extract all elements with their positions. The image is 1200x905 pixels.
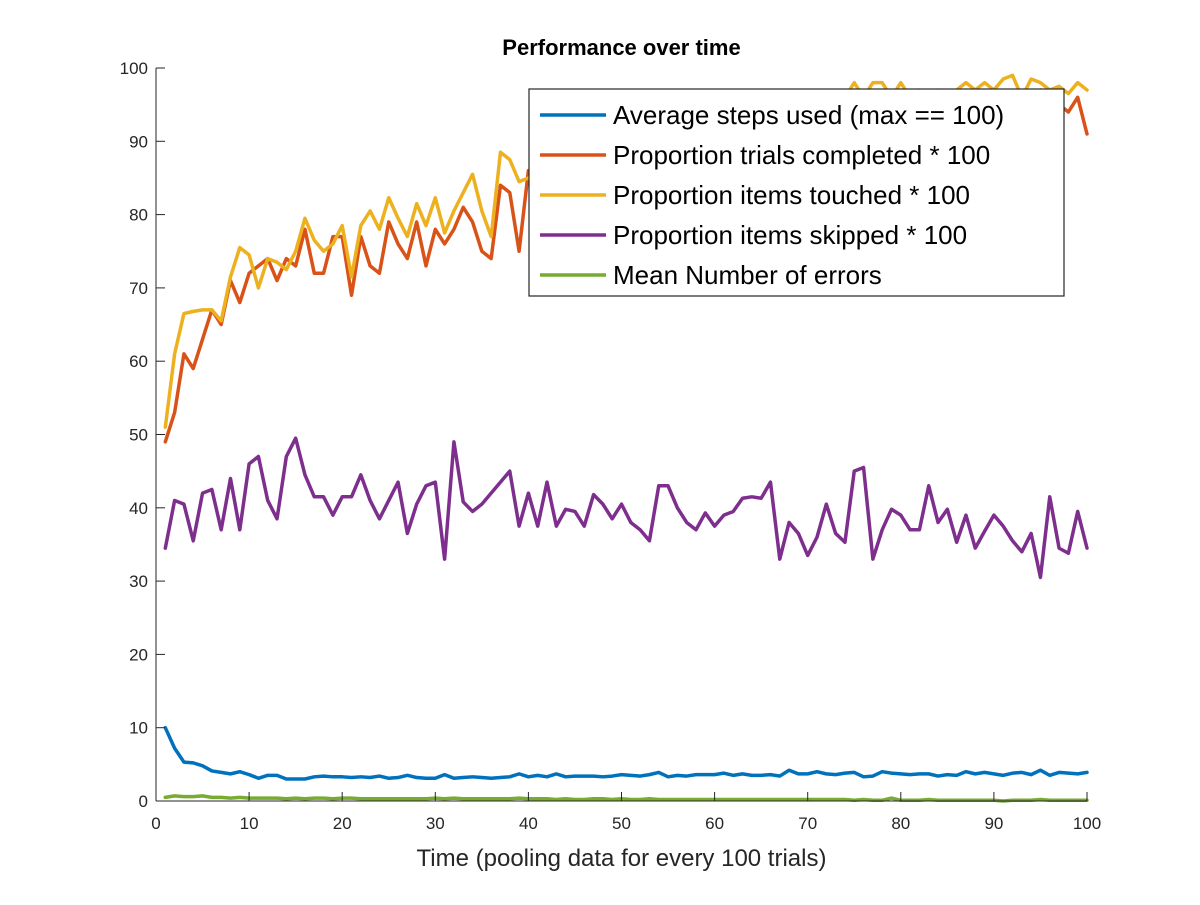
x-tick-label: 60	[705, 814, 724, 833]
x-axis-label: Time (pooling data for every 100 trials)	[417, 845, 827, 872]
legend: Average steps used (max == 100) Proportio…	[528, 88, 1065, 297]
x-tick-label: 80	[891, 814, 910, 833]
y-tick-label: 10	[129, 719, 148, 738]
legend-label: Average steps used (max == 100)	[613, 100, 1004, 130]
legend-label: Proportion items skipped * 100	[613, 220, 967, 250]
legend-label: Proportion items touched * 100	[613, 180, 970, 210]
x-tick-label: 50	[612, 814, 631, 833]
y-tick-label: 80	[129, 206, 148, 225]
y-tick-label: 100	[120, 59, 148, 78]
y-tick-label: 30	[129, 572, 148, 591]
series-line-1	[163, 725, 1089, 781]
legend-label: Proportion trials completed * 100	[613, 140, 990, 170]
x-tick-label: 70	[798, 814, 817, 833]
series-line-5	[163, 794, 1089, 803]
y-tick-label: 40	[129, 499, 148, 518]
series-line-4	[163, 436, 1089, 580]
x-tick-label: 30	[426, 814, 445, 833]
x-tick-label: 100	[1073, 814, 1101, 833]
axes-layer: 0 10 20 30 40 50 60 70 80 90 100 0 10 20 30 40 50 60 70 80 9…	[120, 59, 1102, 833]
y-tick-label: 90	[129, 132, 148, 151]
x-tick-label: 0	[151, 814, 160, 833]
y-tick-label: 0	[139, 792, 148, 811]
x-tick-label: 20	[333, 814, 352, 833]
x-tick-label: 90	[984, 814, 1003, 833]
y-tick-label: 20	[129, 645, 148, 664]
legend-label: Mean Number of errors	[613, 260, 882, 290]
y-tick-label: 50	[129, 426, 148, 445]
x-tick-label: 40	[519, 814, 538, 833]
y-tick-label: 60	[129, 352, 148, 371]
chart-title: Performance over time	[502, 35, 740, 60]
x-tick-label: 10	[240, 814, 259, 833]
legend-box	[528, 88, 1065, 297]
y-tick-label: 70	[129, 279, 148, 298]
